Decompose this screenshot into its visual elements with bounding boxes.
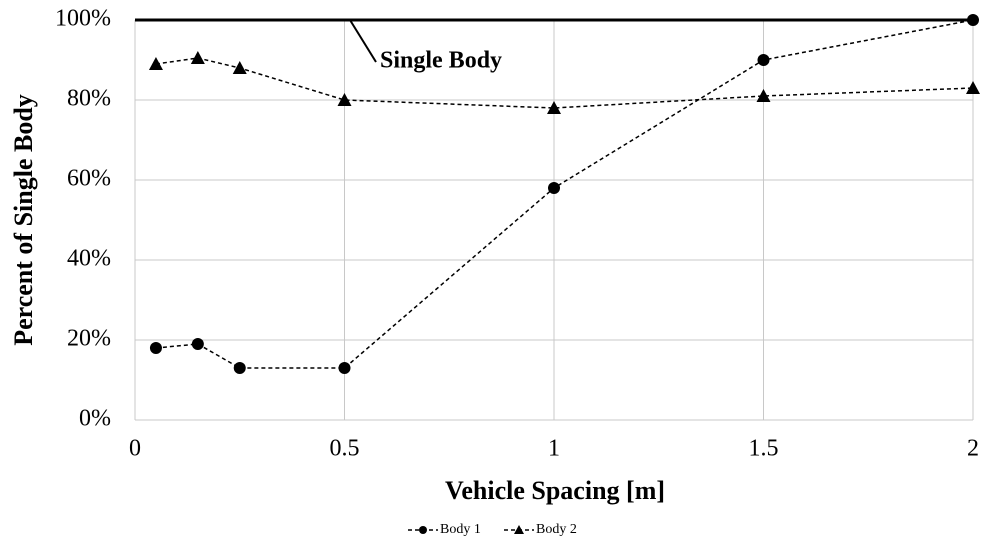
legend-label: Body 2 bbox=[536, 522, 577, 537]
marker bbox=[190, 51, 205, 64]
marker bbox=[547, 101, 561, 114]
marker bbox=[191, 338, 204, 350]
y-tick-label: 100% bbox=[55, 6, 111, 32]
y-tick-label: 20% bbox=[67, 326, 111, 352]
series-line bbox=[155, 19, 974, 369]
marker bbox=[757, 54, 770, 66]
marker bbox=[967, 14, 979, 26]
marker bbox=[149, 342, 162, 354]
marker bbox=[148, 57, 163, 70]
y-tick-label: 80% bbox=[67, 86, 111, 112]
x-tick-label: 0.5 bbox=[330, 436, 360, 462]
marker bbox=[233, 362, 246, 374]
x-tick-label: 2 bbox=[967, 436, 979, 462]
marker bbox=[338, 362, 351, 374]
legend-marker bbox=[419, 526, 427, 534]
y-tick-label: 60% bbox=[67, 166, 111, 192]
x-tick-label: 0 bbox=[129, 436, 141, 462]
marker bbox=[548, 182, 560, 194]
annotation-leader bbox=[349, 19, 377, 63]
legend-label: Body 1 bbox=[440, 522, 481, 537]
x-axis-title: Vehicle Spacing [m] bbox=[445, 476, 665, 505]
marker bbox=[756, 89, 771, 102]
marker bbox=[232, 61, 247, 74]
marker bbox=[337, 93, 352, 106]
annotation: Single Body bbox=[380, 48, 502, 74]
y-axis-title: Percent of Single Body bbox=[9, 94, 38, 346]
marker bbox=[966, 81, 980, 94]
legend-marker bbox=[514, 525, 524, 534]
x-tick-label: 1.5 bbox=[749, 436, 779, 462]
y-tick-label: 40% bbox=[67, 246, 111, 272]
x-tick-label: 1 bbox=[548, 436, 560, 462]
y-tick-label: 0% bbox=[79, 406, 111, 432]
